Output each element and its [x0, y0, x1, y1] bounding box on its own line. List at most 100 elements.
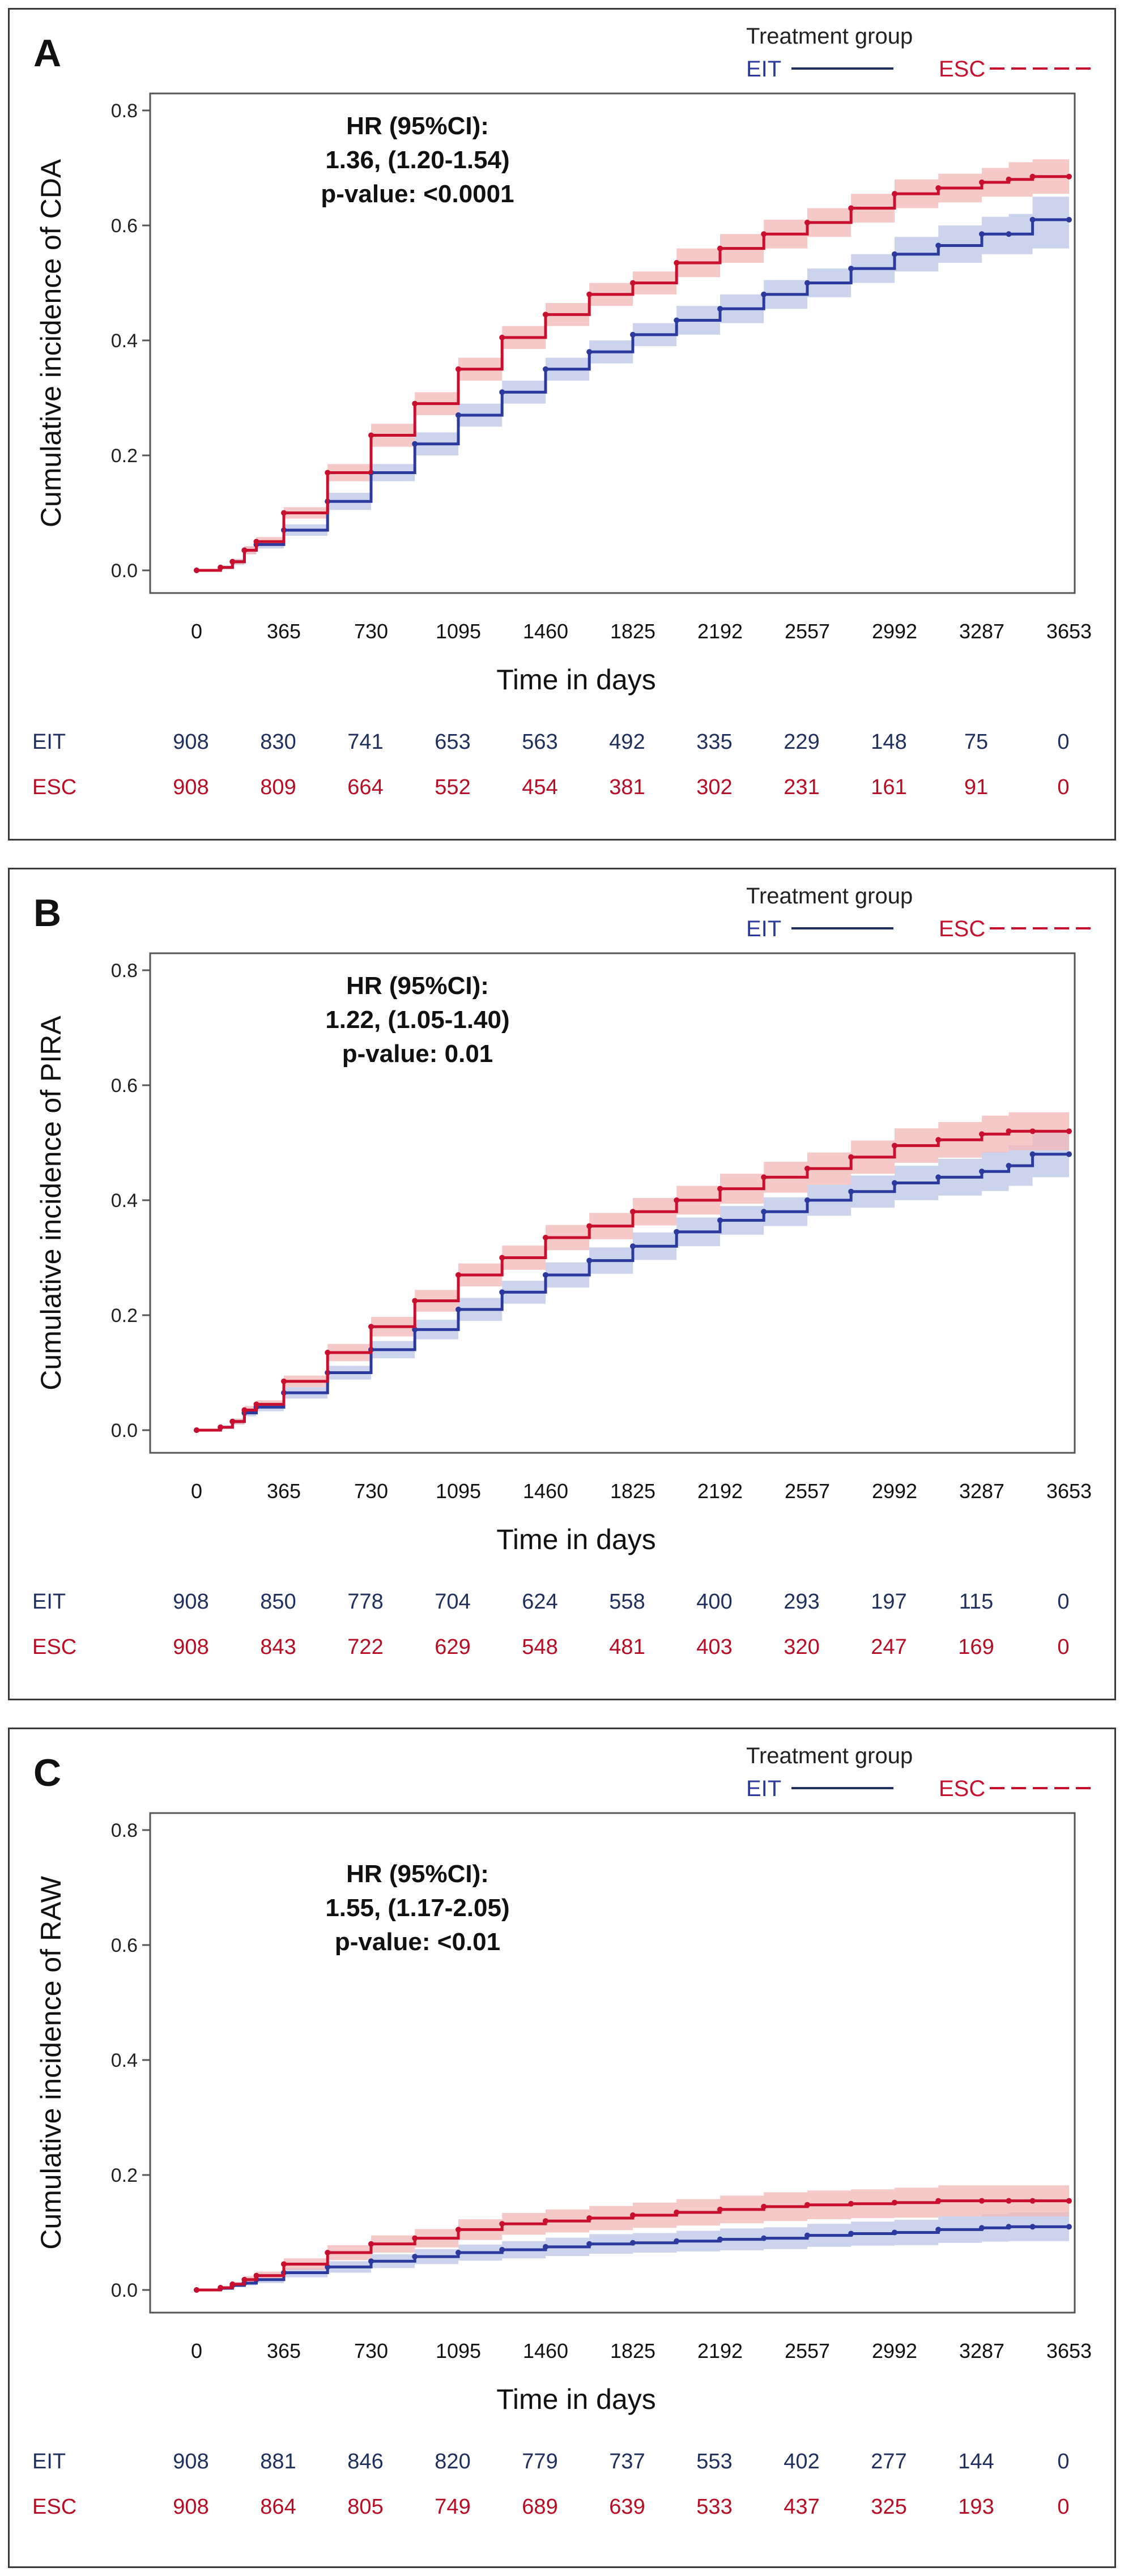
at-risk-count: 809 — [260, 775, 296, 799]
y-tick-label: 0.0 — [111, 560, 138, 582]
at-risk-count: 908 — [173, 2450, 208, 2473]
ci-band-esc — [197, 2185, 1069, 2290]
censor-mark-eit — [979, 2225, 985, 2231]
censor-mark-esc — [253, 539, 259, 545]
x-axis-label: Time in days — [496, 2383, 656, 2415]
censor-mark-eit — [412, 1327, 418, 1333]
censor-mark-eit — [543, 366, 548, 372]
at-risk-count: 749 — [435, 2495, 470, 2519]
at-risk-count: 864 — [260, 2495, 296, 2519]
censor-mark-esc — [281, 2261, 287, 2267]
at-risk-count: 778 — [347, 1590, 383, 1614]
at-risk-count: 843 — [260, 1635, 296, 1659]
y-tick-label: 0.6 — [111, 1935, 138, 1956]
at-risk-count: 0 — [1057, 1635, 1069, 1659]
panel-letter: C — [33, 1751, 61, 1794]
legend-label-esc: ESC — [939, 1776, 985, 1801]
at-risk-count: 229 — [784, 730, 819, 754]
x-tick-label: 2557 — [785, 2339, 830, 2362]
x-tick-label: 2992 — [872, 620, 917, 643]
x-tick-label: 2192 — [697, 620, 743, 643]
x-tick-label: 1825 — [610, 2339, 655, 2362]
at-risk-count: 302 — [696, 775, 732, 799]
x-tick-label: 1095 — [436, 620, 481, 643]
at-risk-count: 653 — [435, 730, 470, 754]
censor-mark-esc — [804, 1166, 810, 1172]
at-risk-row-label: EIT — [32, 730, 66, 754]
censor-mark-eit — [1029, 2224, 1036, 2230]
at-risk-count: 805 — [347, 2495, 383, 2519]
censor-mark-esc — [630, 2212, 636, 2219]
censor-mark-esc — [229, 1418, 236, 1425]
hazard-ratio-annotation: HR (95%CI): 1.36, (1.20-1.54) p-value: <0.… — [321, 112, 514, 208]
at-risk-count: 454 — [522, 775, 557, 799]
at-risk-count: 548 — [522, 1635, 557, 1659]
censor-mark-eit — [674, 2238, 680, 2244]
at-risk-count: 629 — [435, 1635, 470, 1659]
y-tick-label: 0.8 — [111, 100, 138, 122]
at-risk-count: 563 — [522, 730, 557, 754]
legend-label-eit: EIT — [746, 57, 781, 82]
censor-mark-eit — [804, 280, 810, 286]
y-tick-label: 0.2 — [111, 2165, 138, 2186]
censor-mark-eit — [804, 1197, 810, 1203]
censor-mark-esc — [1066, 2198, 1072, 2204]
censor-mark-esc — [499, 2221, 505, 2227]
censor-mark-esc — [218, 2284, 224, 2291]
at-risk-count: 722 — [347, 1635, 383, 1659]
at-risk-count: 115 — [959, 1590, 994, 1614]
annotation-line: 1.22, (1.05-1.40) — [325, 1006, 509, 1034]
x-tick-label: 0 — [191, 1479, 202, 1503]
censor-mark-eit — [848, 266, 854, 272]
x-tick-label: 3287 — [959, 1479, 1004, 1503]
at-risk-count: 624 — [522, 1590, 557, 1614]
censor-mark-eit — [1006, 231, 1012, 237]
at-risk-count: 381 — [609, 775, 645, 799]
at-risk-count: 779 — [522, 2450, 557, 2473]
x-tick-label: 1095 — [436, 1479, 481, 1503]
censor-mark-esc — [325, 1349, 331, 1355]
censor-mark-eit — [412, 441, 418, 447]
censor-mark-eit — [325, 2264, 331, 2270]
legend: Treatment group EIT ESC — [746, 1743, 1092, 1801]
x-tick-label: 2992 — [872, 2339, 917, 2362]
x-tick-label: 2557 — [785, 620, 830, 643]
at-risk-count: 908 — [173, 730, 208, 754]
at-risk-row-label: ESC — [32, 2495, 76, 2519]
censor-mark-esc — [499, 334, 505, 340]
hazard-ratio-annotation: HR (95%CI): 1.22, (1.05-1.40) p-value: 0.0… — [325, 972, 509, 1068]
at-risk-count: 558 — [609, 1590, 645, 1614]
censor-mark-esc — [194, 2287, 199, 2293]
annotation-line: HR (95%CI): — [346, 112, 489, 140]
annotation-line: 1.36, (1.20-1.54) — [325, 146, 509, 174]
censor-mark-eit — [1066, 1151, 1072, 1157]
x-axis-label: Time in days — [496, 664, 656, 696]
kaplan-meier-chart-a: A Treatment group EIT ESC 0.0 0.2 0.4 0.6 0.8 Cum… — [32, 24, 1092, 799]
censor-mark-esc — [586, 1223, 593, 1229]
censor-mark-esc — [325, 470, 331, 476]
y-tick-label: 0.4 — [111, 2050, 138, 2071]
ci-band-esc — [197, 1112, 1069, 1430]
annotation-line: HR (95%CI): — [346, 972, 489, 1000]
at-risk-count: 403 — [696, 1635, 732, 1659]
x-tick-label: 3653 — [1046, 2339, 1092, 2362]
y-tick-label: 0.4 — [111, 1190, 138, 1212]
censor-mark-eit — [368, 2258, 374, 2264]
y-tick-label: 0.4 — [111, 330, 138, 352]
at-risk-count: 553 — [696, 2450, 732, 2473]
x-tick-label: 3653 — [1046, 620, 1092, 643]
censor-mark-eit — [412, 2254, 418, 2260]
at-risk-count: 335 — [696, 730, 732, 754]
censor-mark-esc — [674, 2209, 680, 2215]
x-tick-label: 1825 — [610, 620, 655, 643]
at-risk-count: 664 — [347, 775, 383, 799]
censor-mark-esc — [1006, 176, 1012, 182]
censor-mark-esc — [368, 2241, 374, 2247]
x-tick-label: 730 — [354, 620, 388, 643]
censor-mark-eit — [1029, 216, 1036, 223]
at-risk-count: 820 — [435, 2450, 470, 2473]
censor-mark-eit — [892, 251, 897, 257]
at-risk-count: 193 — [958, 2495, 994, 2519]
at-risk-row-label: ESC — [32, 1635, 76, 1659]
at-risk-count: 148 — [871, 730, 906, 754]
